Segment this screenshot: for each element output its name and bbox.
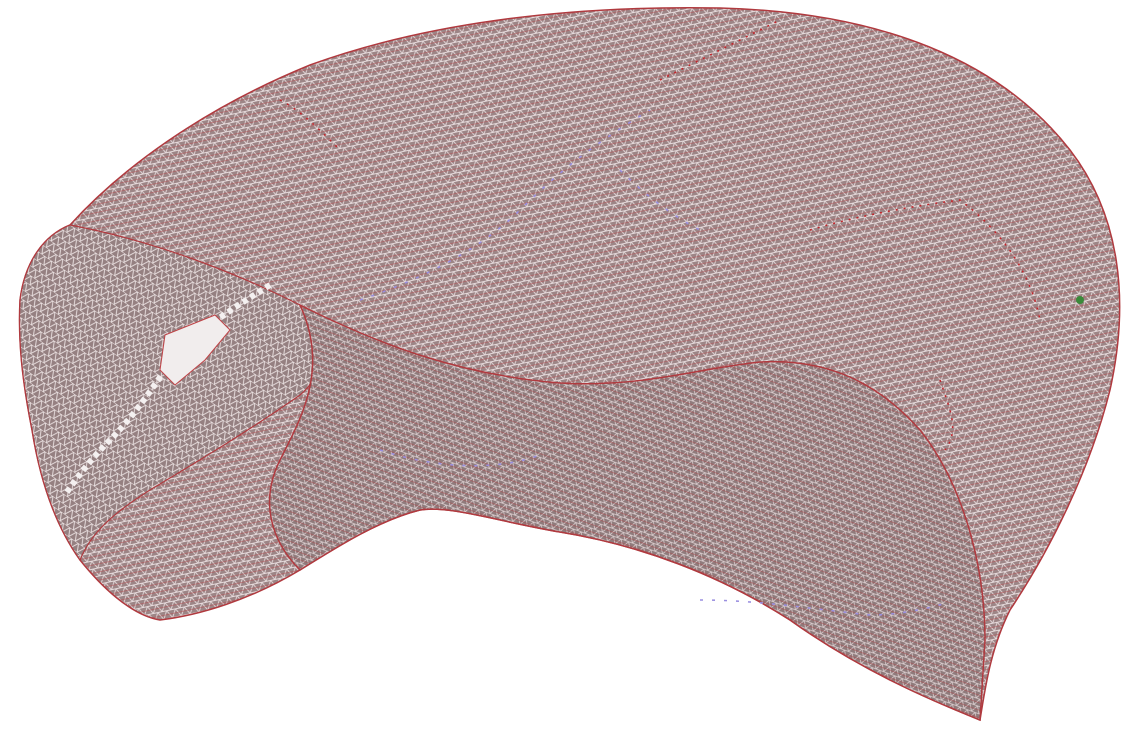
marker	[1076, 296, 1084, 304]
mesh-render	[0, 0, 1130, 732]
page: (() => { const data = JSON.parse(documen…	[0, 0, 1130, 732]
